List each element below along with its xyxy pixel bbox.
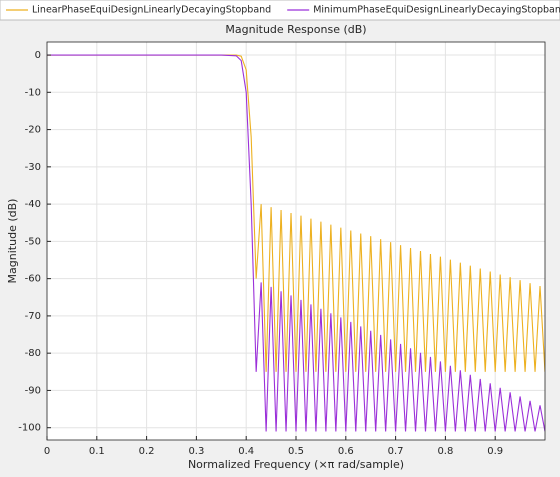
x-tick-label: 0.5 bbox=[288, 446, 304, 457]
x-tick-label: 0.9 bbox=[487, 446, 503, 457]
y-axis-label: Magnitude (dB) bbox=[6, 199, 19, 284]
y-tick-label: -40 bbox=[25, 199, 41, 210]
series-line bbox=[47, 54, 545, 372]
x-tick-label: 0.4 bbox=[238, 446, 254, 457]
lines bbox=[47, 54, 545, 432]
y-tick-label: -100 bbox=[18, 423, 41, 434]
legend-label: LinearPhaseEquiDesignLinearlyDecayingSto… bbox=[32, 5, 271, 16]
legend-box bbox=[0, 0, 560, 21]
x-tick-label: 0.8 bbox=[437, 446, 453, 457]
y-tick-label: -20 bbox=[25, 125, 41, 136]
y-tick-label: -90 bbox=[25, 385, 41, 396]
chart-title: Magnitude Response (dB) bbox=[225, 23, 366, 36]
y-tick-label: -80 bbox=[25, 348, 41, 359]
series-line bbox=[47, 54, 545, 432]
x-tick-label: 0.1 bbox=[89, 446, 105, 457]
y-tick-label: -30 bbox=[25, 162, 41, 173]
x-tick-label: 0.7 bbox=[388, 446, 404, 457]
x-tick-label: 0.6 bbox=[338, 446, 354, 457]
x-axis-label: Normalized Frequency (×π rad/sample) bbox=[188, 458, 404, 471]
y-tick-label: -60 bbox=[25, 274, 41, 285]
y-tick-label: -10 bbox=[25, 87, 41, 98]
x-tick-label: 0.2 bbox=[139, 446, 155, 457]
x-tick-label: 0.3 bbox=[188, 446, 204, 457]
y-tick-label: -70 bbox=[25, 311, 41, 322]
y-tick-label: 0 bbox=[35, 50, 41, 61]
y-tick-label: -50 bbox=[25, 236, 41, 247]
legend-label: MinimumPhaseEquiDesignLinearlyDecayingSt… bbox=[313, 5, 560, 16]
x-tick-label: 0 bbox=[44, 446, 50, 457]
